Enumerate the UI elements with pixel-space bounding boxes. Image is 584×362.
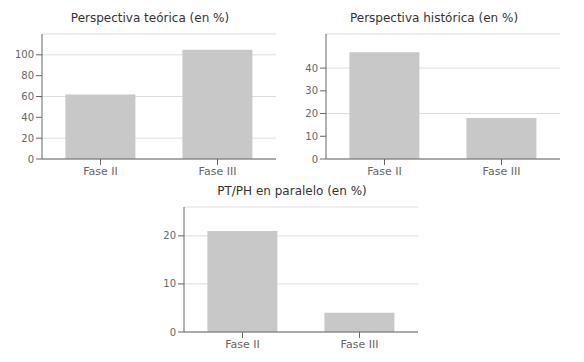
svg-text:0: 0 [170,327,176,338]
svg-text:20: 20 [163,230,176,241]
svg-text:40: 40 [21,112,34,123]
svg-text:0: 0 [312,154,318,165]
svg-text:20: 20 [21,133,34,144]
svg-text:Fase III: Fase III [199,165,237,178]
svg-text:80: 80 [21,70,34,81]
html-text:Perspectiva histórica (en %): Perspectiva histórica (en %) [349,11,519,25]
svg-text:10: 10 [305,131,318,142]
svg-text:Fase II: Fase II [225,338,260,351]
svg-text:Fase II: Fase II [83,165,118,178]
svg-text:60: 60 [21,91,34,102]
svg-text:Fase II: Fase II [367,165,402,178]
svg-text:30: 30 [305,85,318,96]
svg-text:100: 100 [15,49,34,60]
svg-text:20: 20 [305,108,318,119]
svg-text:Fase III: Fase III [341,338,379,351]
svg-text:Fase III: Fase III [483,165,521,178]
html-text:PT/PH en paralelo (en %): PT/PH en paralelo (en %) [217,184,367,198]
svg-text:40: 40 [305,63,318,74]
html-text:Perspectiva teórica (en %): Perspectiva teórica (en %) [70,11,230,25]
svg-text:10: 10 [163,278,176,289]
svg-text:0: 0 [28,154,34,165]
